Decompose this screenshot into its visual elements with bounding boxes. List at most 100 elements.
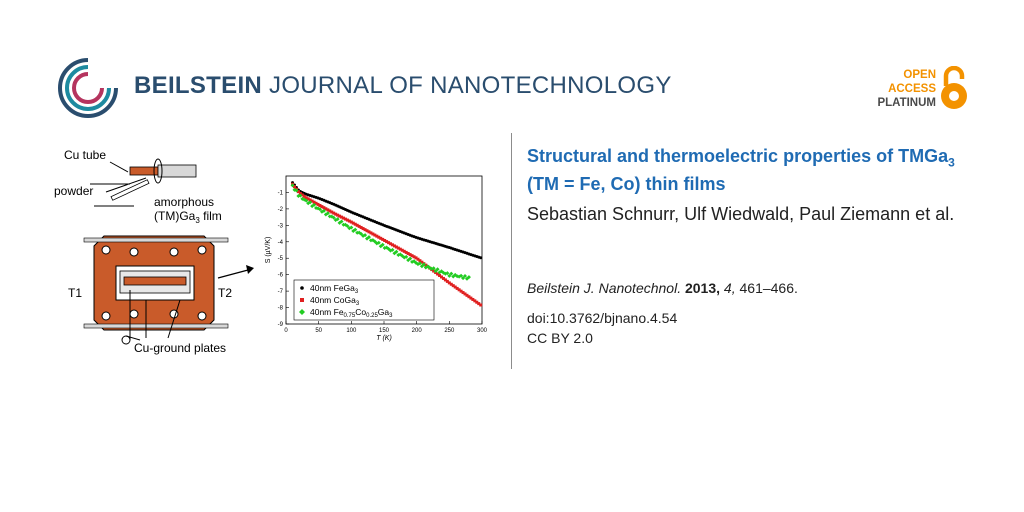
amorphous-label: amorphous — [154, 195, 214, 209]
journal-name[interactable]: BEILSTEIN JOURNAL OF NANOTECHNOLOGY — [134, 72, 672, 99]
data-point — [296, 190, 300, 194]
doi-link[interactable]: doi:10.3762/bjnano.4.54 — [527, 310, 678, 326]
data-point — [443, 278, 447, 282]
x-tick-label: 150 — [379, 328, 390, 334]
data-point — [351, 221, 355, 225]
data-point — [402, 249, 406, 253]
data-point — [292, 185, 296, 189]
t1-label: T1 — [68, 286, 82, 300]
data-point — [416, 257, 420, 261]
data-point — [418, 259, 422, 263]
y-tick-label: -5 — [278, 256, 284, 262]
y-tick-label: -4 — [278, 240, 284, 246]
x-tick-label: 0 — [284, 328, 288, 334]
data-point — [463, 292, 467, 296]
data-point — [306, 197, 310, 201]
data-point — [377, 235, 381, 239]
evaporation-schematic: Cu tube powder amorphous (TM)Ga3 film — [54, 148, 222, 225]
data-point — [349, 220, 353, 224]
x-tick-label: 200 — [412, 328, 423, 334]
y-tick-label: -7 — [278, 289, 284, 295]
data-point — [363, 233, 368, 238]
data-point — [396, 246, 400, 250]
legend-label: 40nm CoGa3 — [310, 295, 360, 307]
y-tick-label: -9 — [278, 322, 284, 328]
data-point — [445, 279, 449, 283]
data-point — [447, 281, 451, 285]
legend-label: 40nm Fe0.75Co0.25Ga3 — [310, 307, 393, 319]
data-point — [339, 219, 344, 224]
data-point — [343, 217, 347, 221]
data-point — [471, 297, 475, 301]
data-point — [445, 271, 450, 276]
data-point — [298, 193, 303, 198]
open-access-label: OPEN ACCESS PLATINUM — [877, 69, 936, 109]
data-point — [379, 236, 383, 240]
y-axis-label: S (µV/K) — [265, 237, 272, 264]
data-point — [322, 206, 326, 210]
legend-marker — [299, 309, 305, 315]
open-access-lock-icon — [941, 66, 967, 109]
citation: Beilstein J. Nanotechnol. 2013, 4, 461–4… — [527, 280, 798, 296]
data-point — [479, 303, 483, 307]
data-point — [423, 265, 428, 270]
data-point — [335, 217, 340, 222]
data-point — [464, 276, 469, 281]
data-point — [353, 222, 357, 226]
graphical-abstract: Cu tube powder amorphous (TM)Ga3 film T1… — [54, 148, 488, 355]
data-point — [402, 255, 407, 260]
data-point — [312, 200, 316, 204]
data-point — [451, 284, 455, 288]
data-point — [310, 199, 314, 203]
data-point — [359, 231, 364, 236]
data-point — [467, 295, 471, 299]
data-point — [366, 235, 371, 240]
data-point — [324, 207, 328, 211]
data-point — [447, 273, 452, 278]
data-point — [479, 256, 483, 260]
data-point — [353, 227, 358, 232]
data-point — [408, 253, 412, 257]
data-point — [400, 248, 404, 252]
data-point — [392, 244, 396, 248]
data-point — [419, 264, 424, 269]
t2-label: T2 — [218, 286, 232, 300]
data-point — [290, 183, 295, 188]
data-point — [415, 262, 420, 267]
x-tick-label: 100 — [346, 328, 357, 334]
sample-holder: T1 T2 Cu-ground plates — [68, 235, 254, 355]
data-point — [376, 240, 381, 245]
data-point — [436, 272, 440, 276]
data-point — [424, 263, 428, 267]
data-point — [421, 262, 426, 267]
data-point — [361, 227, 365, 231]
data-point — [390, 247, 395, 252]
data-point — [357, 224, 361, 228]
data-point — [369, 231, 373, 235]
data-point — [343, 222, 348, 227]
data-point — [404, 250, 408, 254]
data-point — [459, 273, 464, 278]
data-point — [316, 202, 320, 206]
article-title[interactable]: Structural and thermoelectric properties… — [527, 146, 955, 194]
x-axis-label: T (K) — [376, 335, 392, 342]
ground-plates-label: Cu-ground plates — [134, 341, 226, 355]
data-point — [338, 214, 342, 218]
data-point — [414, 256, 418, 260]
data-point — [374, 241, 379, 246]
data-point — [318, 204, 322, 208]
data-point — [453, 285, 457, 289]
data-point — [300, 193, 304, 197]
data-point — [459, 289, 463, 293]
license[interactable]: CC BY 2.0 — [527, 330, 593, 346]
data-point — [431, 266, 436, 271]
data-point — [466, 275, 471, 280]
data-point — [308, 198, 312, 202]
data-point — [398, 247, 402, 251]
x-tick-label: 250 — [444, 328, 455, 334]
data-point — [449, 271, 454, 276]
data-point — [417, 261, 422, 266]
data-point — [367, 230, 371, 234]
data-point — [449, 282, 453, 286]
data-point — [477, 302, 481, 306]
